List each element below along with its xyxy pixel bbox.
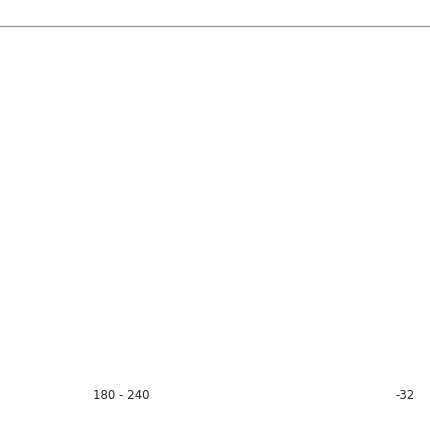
Bar xyxy=(285,27,430,426)
Text: -32: -32 xyxy=(396,388,415,401)
Bar xyxy=(0,27,285,426)
Text: 180 - 240: 180 - 240 xyxy=(93,388,150,401)
